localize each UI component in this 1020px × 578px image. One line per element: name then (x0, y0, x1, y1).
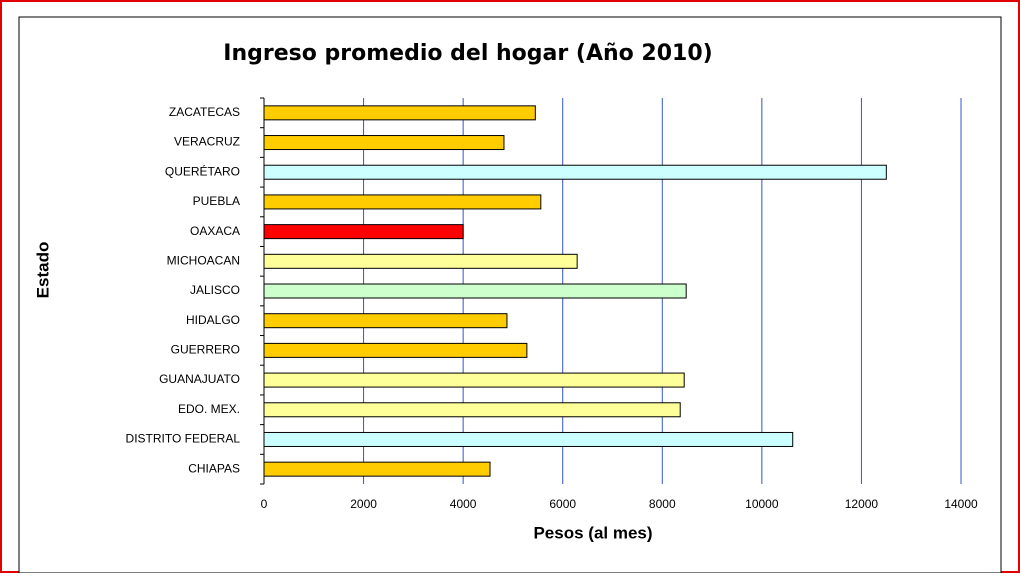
x-tick-label: 6000 (549, 497, 576, 511)
x-tick-label: 12000 (845, 497, 879, 511)
bar (263, 431, 794, 447)
y-tick-label: CHIAPAS (188, 461, 240, 475)
chart-title: Ingreso promedio del hogar (Año 2010) (223, 41, 712, 66)
bar (263, 283, 687, 299)
y-tick-label: PUEBLA (193, 194, 240, 208)
x-tick-label: 14000 (944, 497, 978, 511)
bar (263, 253, 578, 269)
x-tick-label: 4000 (450, 497, 477, 511)
bar (263, 461, 491, 477)
bar (263, 105, 536, 121)
y-tick-label: HIDALGO (186, 313, 240, 327)
y-tick-label: ZACATECAS (169, 105, 240, 119)
bar (263, 194, 542, 210)
y-axis-title: Estado (33, 242, 52, 299)
y-tick-label: OAXACA (190, 224, 240, 238)
x-tick-label: 10000 (745, 497, 779, 511)
bar (263, 224, 464, 240)
x-axis-title: Pesos (al mes) (533, 523, 652, 542)
x-tick-label: 2000 (350, 497, 377, 511)
y-tick-label: MICHOACAN (167, 253, 240, 267)
y-tick-label: QUERÉTARO (165, 163, 240, 178)
bar (263, 164, 887, 180)
y-tick-label: DISTRITO FEDERAL (126, 432, 241, 446)
y-tick-label: EDO. MEX. (178, 402, 240, 416)
y-tick-label: GUANAJUATO (159, 372, 240, 386)
x-tick-label: 8000 (649, 497, 676, 511)
bar (263, 402, 681, 418)
bar (263, 372, 685, 388)
y-tick-label: GUERRERO (171, 343, 240, 357)
bar (263, 135, 505, 151)
bar (263, 313, 508, 329)
bar (263, 342, 528, 358)
x-tick-label: 0 (261, 497, 268, 511)
y-tick-label: JALISCO (190, 283, 240, 297)
y-tick-label: VERACRUZ (174, 135, 240, 149)
